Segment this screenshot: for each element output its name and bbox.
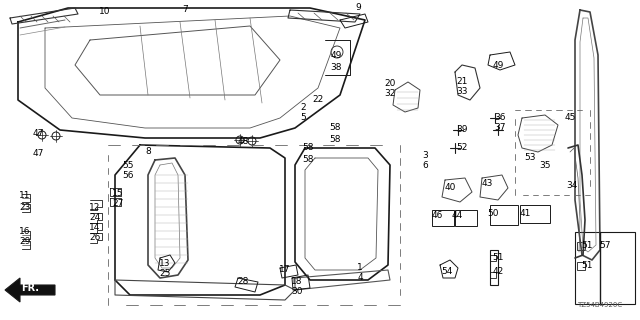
Text: 27: 27 [112, 198, 124, 207]
Text: 49: 49 [330, 51, 342, 60]
Text: 55: 55 [122, 162, 134, 171]
Text: 37: 37 [494, 124, 506, 132]
Bar [455, 210, 477, 226]
Text: 21: 21 [456, 77, 468, 86]
Text: 45: 45 [564, 114, 576, 123]
Text: 36: 36 [494, 114, 506, 123]
Text: 38: 38 [330, 62, 342, 71]
Text: 40: 40 [444, 183, 456, 193]
Bar [432, 210, 454, 226]
Text: 28: 28 [237, 276, 249, 285]
Text: 43: 43 [481, 179, 493, 188]
Text: 13: 13 [159, 259, 171, 268]
Text: 47: 47 [32, 148, 44, 157]
Text: 10: 10 [99, 7, 111, 17]
Bar [520, 205, 550, 223]
Text: 53: 53 [524, 153, 536, 162]
Text: 57: 57 [599, 241, 611, 250]
Text: 6: 6 [422, 161, 428, 170]
Text: 41: 41 [519, 209, 531, 218]
Text: 48: 48 [237, 138, 249, 147]
Text: 8: 8 [145, 148, 151, 156]
Text: 50: 50 [487, 209, 499, 218]
Text: 18: 18 [291, 276, 303, 285]
Text: 3: 3 [422, 150, 428, 159]
Text: 35: 35 [540, 161, 551, 170]
Text: 2: 2 [300, 103, 306, 113]
Text: 42: 42 [492, 268, 504, 276]
Bar [490, 272, 496, 278]
Bar [577, 242, 585, 250]
Text: 24: 24 [90, 212, 100, 221]
Text: 30: 30 [291, 286, 303, 295]
Text: 7: 7 [182, 5, 188, 14]
Text: 58: 58 [302, 143, 314, 153]
Text: 49: 49 [492, 60, 504, 69]
Bar [575, 232, 635, 304]
Text: 14: 14 [90, 222, 100, 231]
Text: 51: 51 [581, 260, 593, 269]
Bar [577, 262, 585, 270]
Text: 44: 44 [451, 211, 463, 220]
Text: 29: 29 [19, 237, 31, 246]
Text: 20: 20 [384, 78, 396, 87]
Text: 47: 47 [32, 129, 44, 138]
Text: 16: 16 [19, 228, 31, 236]
Text: 5: 5 [300, 113, 306, 122]
Text: 58: 58 [329, 135, 340, 145]
Text: 1: 1 [357, 263, 363, 273]
Text: 39: 39 [456, 125, 468, 134]
Text: 26: 26 [90, 233, 100, 242]
Text: 11: 11 [19, 190, 31, 199]
Text: 52: 52 [456, 143, 468, 153]
Text: 34: 34 [566, 180, 578, 189]
Text: 17: 17 [279, 266, 291, 275]
Polygon shape [5, 278, 55, 302]
Text: 25: 25 [159, 268, 171, 277]
Text: TZ54B4920C: TZ54B4920C [577, 302, 622, 308]
Text: FR.: FR. [21, 283, 39, 293]
Text: 58: 58 [302, 156, 314, 164]
Text: 56: 56 [122, 172, 134, 180]
Text: 15: 15 [112, 188, 124, 197]
Text: 33: 33 [456, 87, 468, 97]
Text: 46: 46 [431, 211, 443, 220]
Text: 23: 23 [19, 203, 31, 212]
Text: 12: 12 [90, 203, 100, 212]
Text: 9: 9 [355, 4, 361, 12]
Bar [490, 250, 498, 285]
Text: 54: 54 [442, 268, 452, 276]
Bar [490, 255, 496, 261]
Text: 4: 4 [357, 274, 363, 283]
Text: 58: 58 [329, 124, 340, 132]
Text: 51: 51 [581, 241, 593, 250]
Text: 51: 51 [492, 253, 504, 262]
Bar [490, 205, 518, 225]
Text: 22: 22 [312, 95, 324, 105]
Text: 32: 32 [384, 89, 396, 98]
